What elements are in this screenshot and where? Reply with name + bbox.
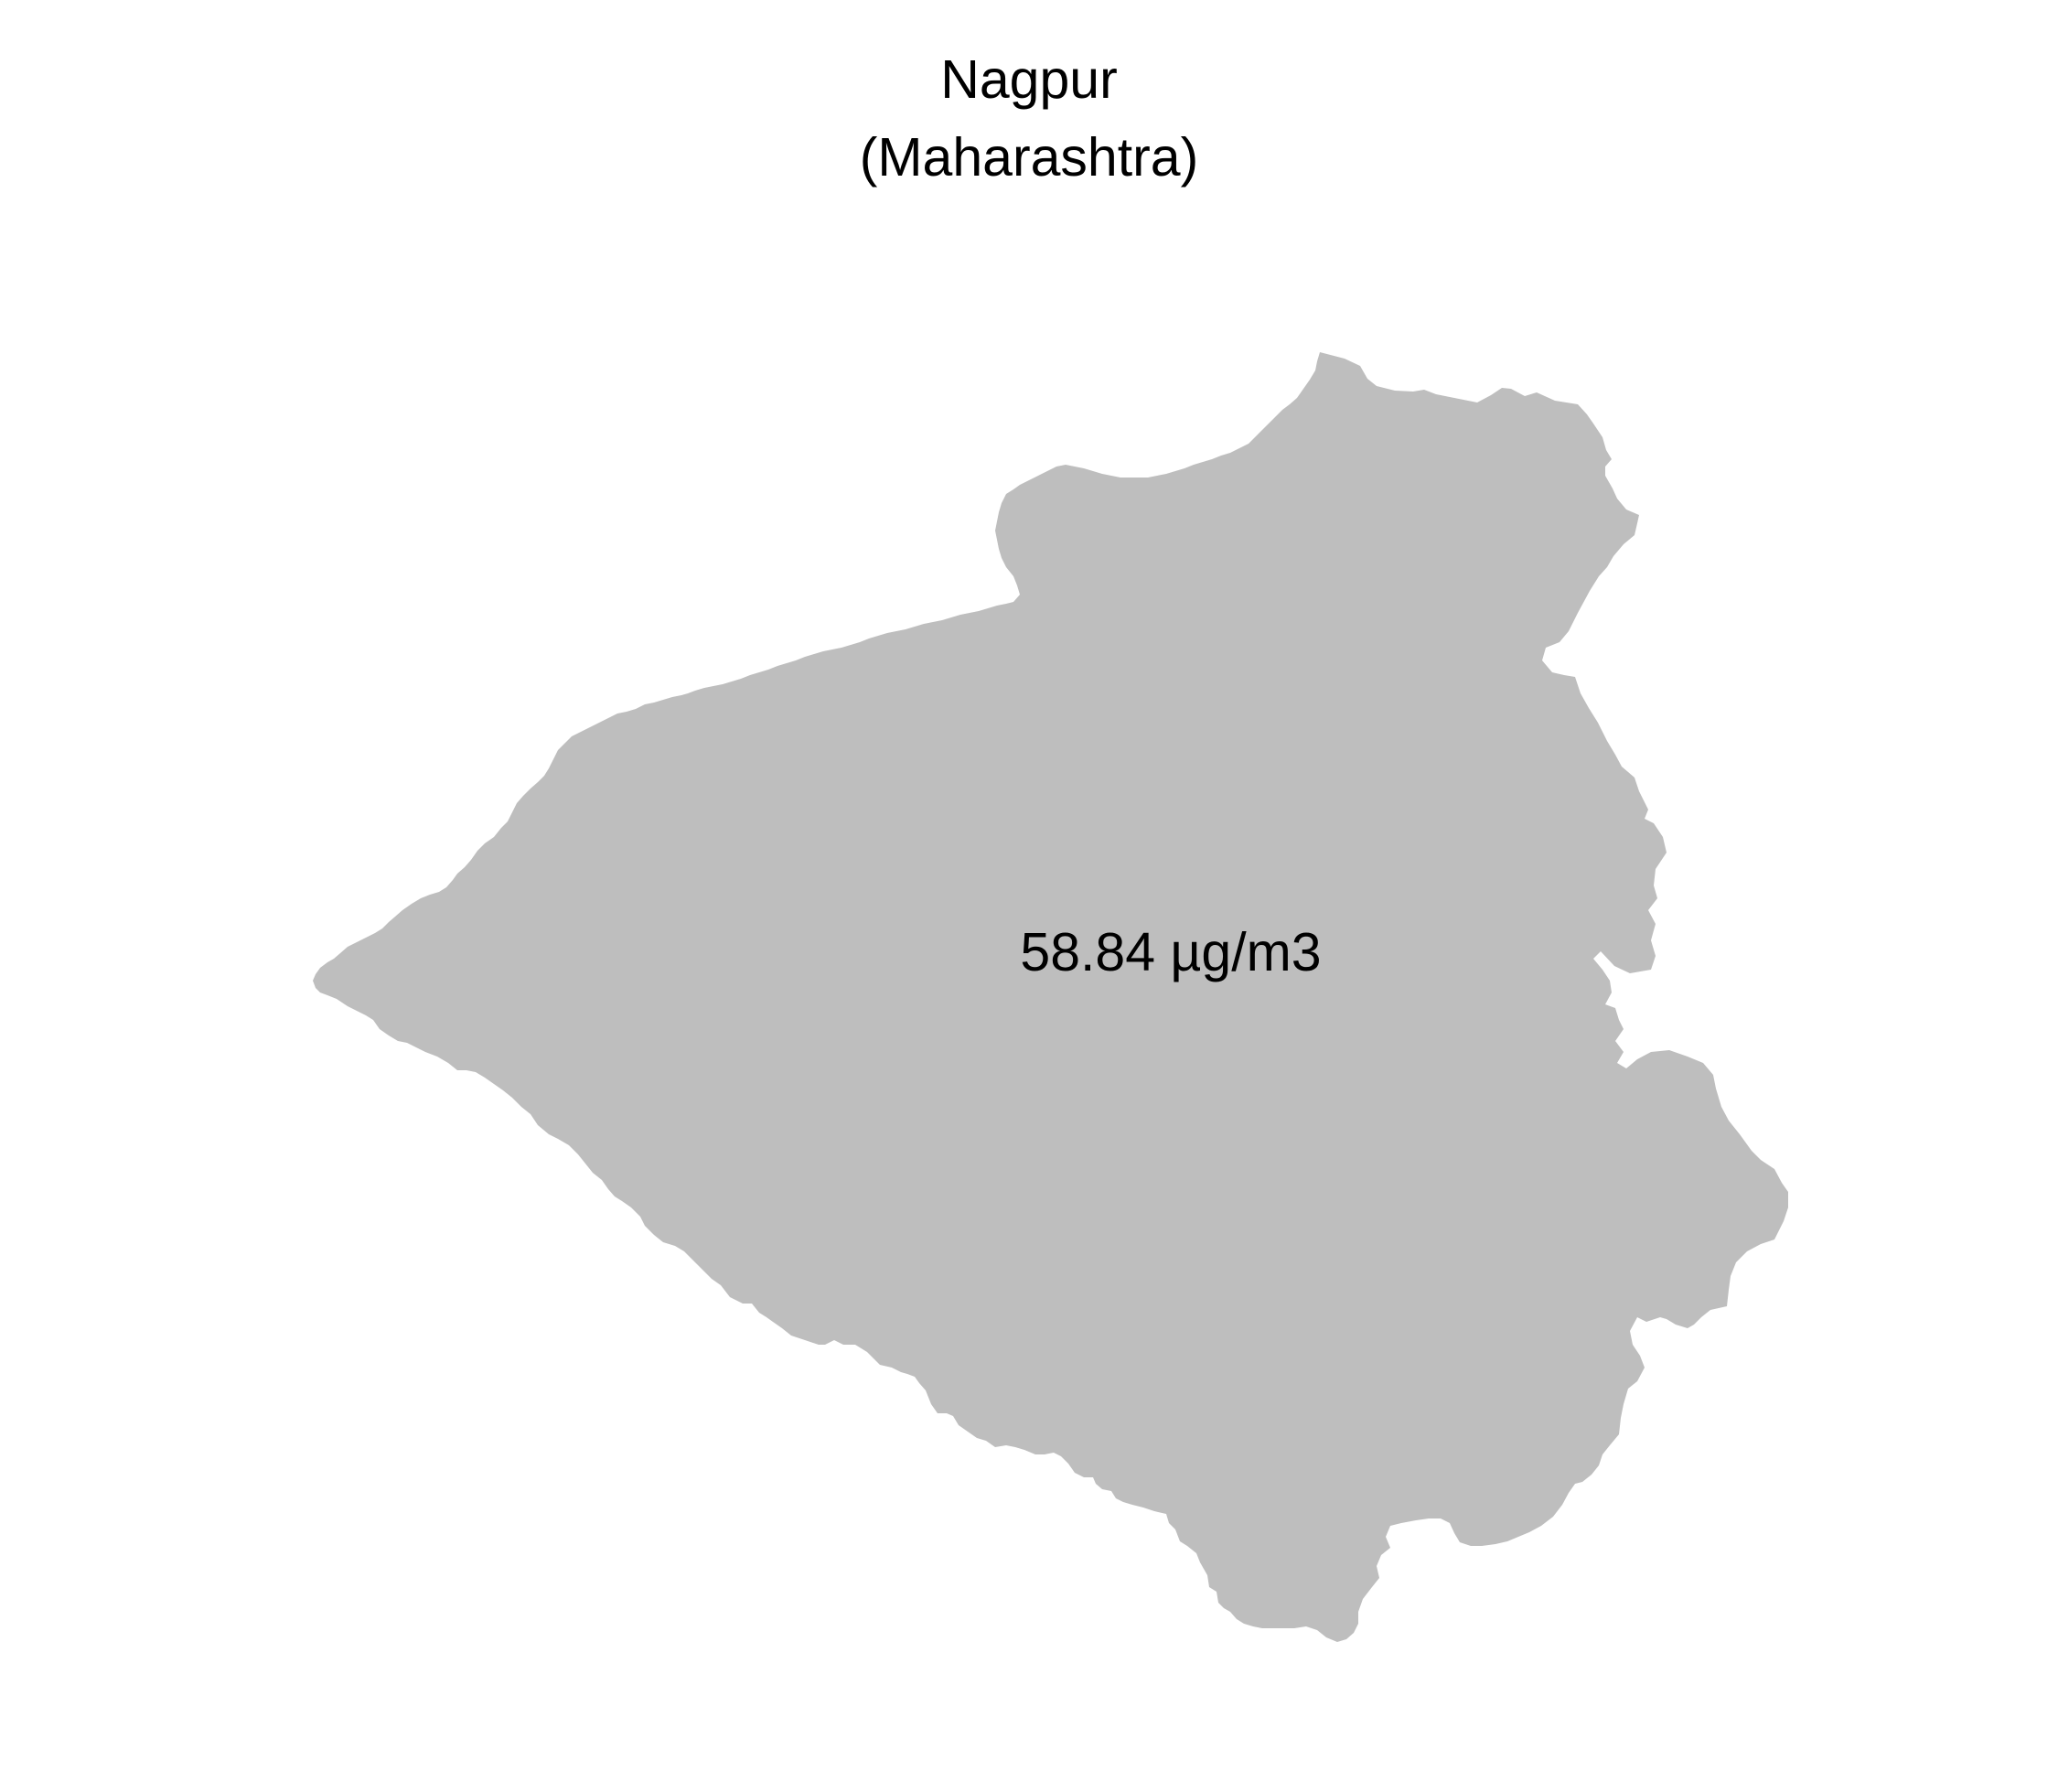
map-subtitle: (Maharashtra) [859, 127, 1199, 188]
map-title: Nagpur [940, 49, 1118, 110]
nagpur-district-boundary [313, 352, 1788, 1642]
pm25-value-label: 58.84 µg/m3 [1020, 922, 1322, 982]
